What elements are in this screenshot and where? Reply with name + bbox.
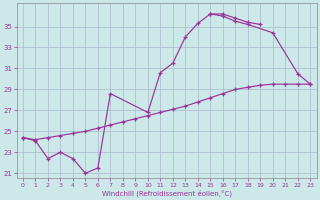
X-axis label: Windchill (Refroidissement éolien,°C): Windchill (Refroidissement éolien,°C) <box>101 189 232 197</box>
